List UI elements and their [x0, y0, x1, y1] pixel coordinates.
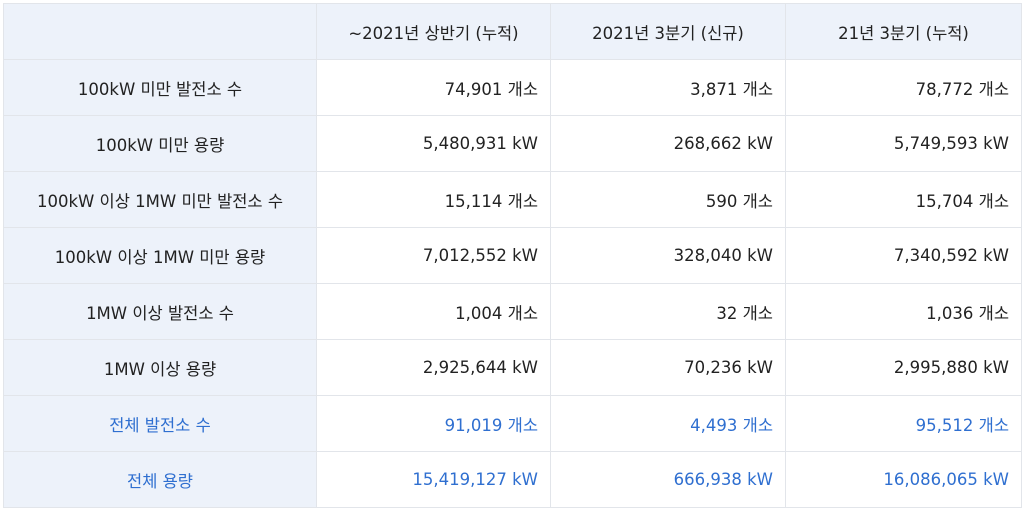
cell-value: 268,662 kW — [550, 115, 786, 172]
cell-value: 70,236 kW — [550, 339, 786, 396]
total-cell-value: 4,493 개소 — [550, 395, 786, 452]
total-cell-value: 91,019 개소 — [316, 395, 551, 452]
solar-plant-stats-table: ~2021년 상반기 (누적) 2021년 3분기 (신규) 21년 3분기 (… — [3, 3, 1022, 508]
table-header-row: ~2021년 상반기 (누적) 2021년 3분기 (신규) 21년 3분기 (… — [3, 3, 1022, 60]
total-row: 전체 발전소 수 91,019 개소 4,493 개소 95,512 개소 — [3, 395, 1022, 452]
cell-value: 5,749,593 kW — [785, 115, 1022, 172]
cell-value: 1,004 개소 — [316, 283, 551, 340]
table-row: 100kW 미만 용량 5,480,931 kW 268,662 kW 5,74… — [3, 115, 1022, 172]
table-row: 100kW 이상 1MW 미만 용량 7,012,552 kW 328,040 … — [3, 227, 1022, 284]
total-cell-value: 16,086,065 kW — [785, 451, 1022, 508]
cell-value: 590 개소 — [550, 171, 786, 228]
table-row: 100kW 미만 발전소 수 74,901 개소 3,871 개소 78,772… — [3, 59, 1022, 116]
cell-value: 2,925,644 kW — [316, 339, 551, 396]
cell-value: 5,480,931 kW — [316, 115, 551, 172]
row-label: 100kW 미만 용량 — [3, 115, 317, 172]
total-row-label: 전체 발전소 수 — [3, 395, 317, 452]
row-label: 100kW 이상 1MW 미만 발전소 수 — [3, 171, 317, 228]
cell-value: 74,901 개소 — [316, 59, 551, 116]
cell-value: 1,036 개소 — [785, 283, 1022, 340]
row-label: 1MW 이상 발전소 수 — [3, 283, 317, 340]
table-row: 1MW 이상 용량 2,925,644 kW 70,236 kW 2,995,8… — [3, 339, 1022, 396]
total-row: 전체 용량 15,419,127 kW 666,938 kW 16,086,06… — [3, 451, 1022, 508]
total-cell-value: 15,419,127 kW — [316, 451, 551, 508]
row-label: 100kW 이상 1MW 미만 용량 — [3, 227, 317, 284]
cell-value: 2,995,880 kW — [785, 339, 1022, 396]
cell-value: 3,871 개소 — [550, 59, 786, 116]
cell-value: 78,772 개소 — [785, 59, 1022, 116]
total-row-label: 전체 용량 — [3, 451, 317, 508]
cell-value: 15,114 개소 — [316, 171, 551, 228]
table-row: 100kW 이상 1MW 미만 발전소 수 15,114 개소 590 개소 1… — [3, 171, 1022, 228]
cell-value: 7,012,552 kW — [316, 227, 551, 284]
total-cell-value: 666,938 kW — [550, 451, 786, 508]
stats-table-container: ~2021년 상반기 (누적) 2021년 3분기 (신규) 21년 3분기 (… — [3, 3, 1022, 516]
row-label: 100kW 미만 발전소 수 — [3, 59, 317, 116]
header-q3-new: 2021년 3분기 (신규) — [550, 3, 786, 60]
cell-value: 7,340,592 kW — [785, 227, 1022, 284]
total-cell-value: 95,512 개소 — [785, 395, 1022, 452]
cell-value: 32 개소 — [550, 283, 786, 340]
table-row: 1MW 이상 발전소 수 1,004 개소 32 개소 1,036 개소 — [3, 283, 1022, 340]
cell-value: 15,704 개소 — [785, 171, 1022, 228]
header-q3-cumulative: 21년 3분기 (누적) — [785, 3, 1022, 60]
header-corner — [3, 3, 317, 60]
header-first-half-cumulative: ~2021년 상반기 (누적) — [316, 3, 551, 60]
row-label: 1MW 이상 용량 — [3, 339, 317, 396]
cell-value: 328,040 kW — [550, 227, 786, 284]
